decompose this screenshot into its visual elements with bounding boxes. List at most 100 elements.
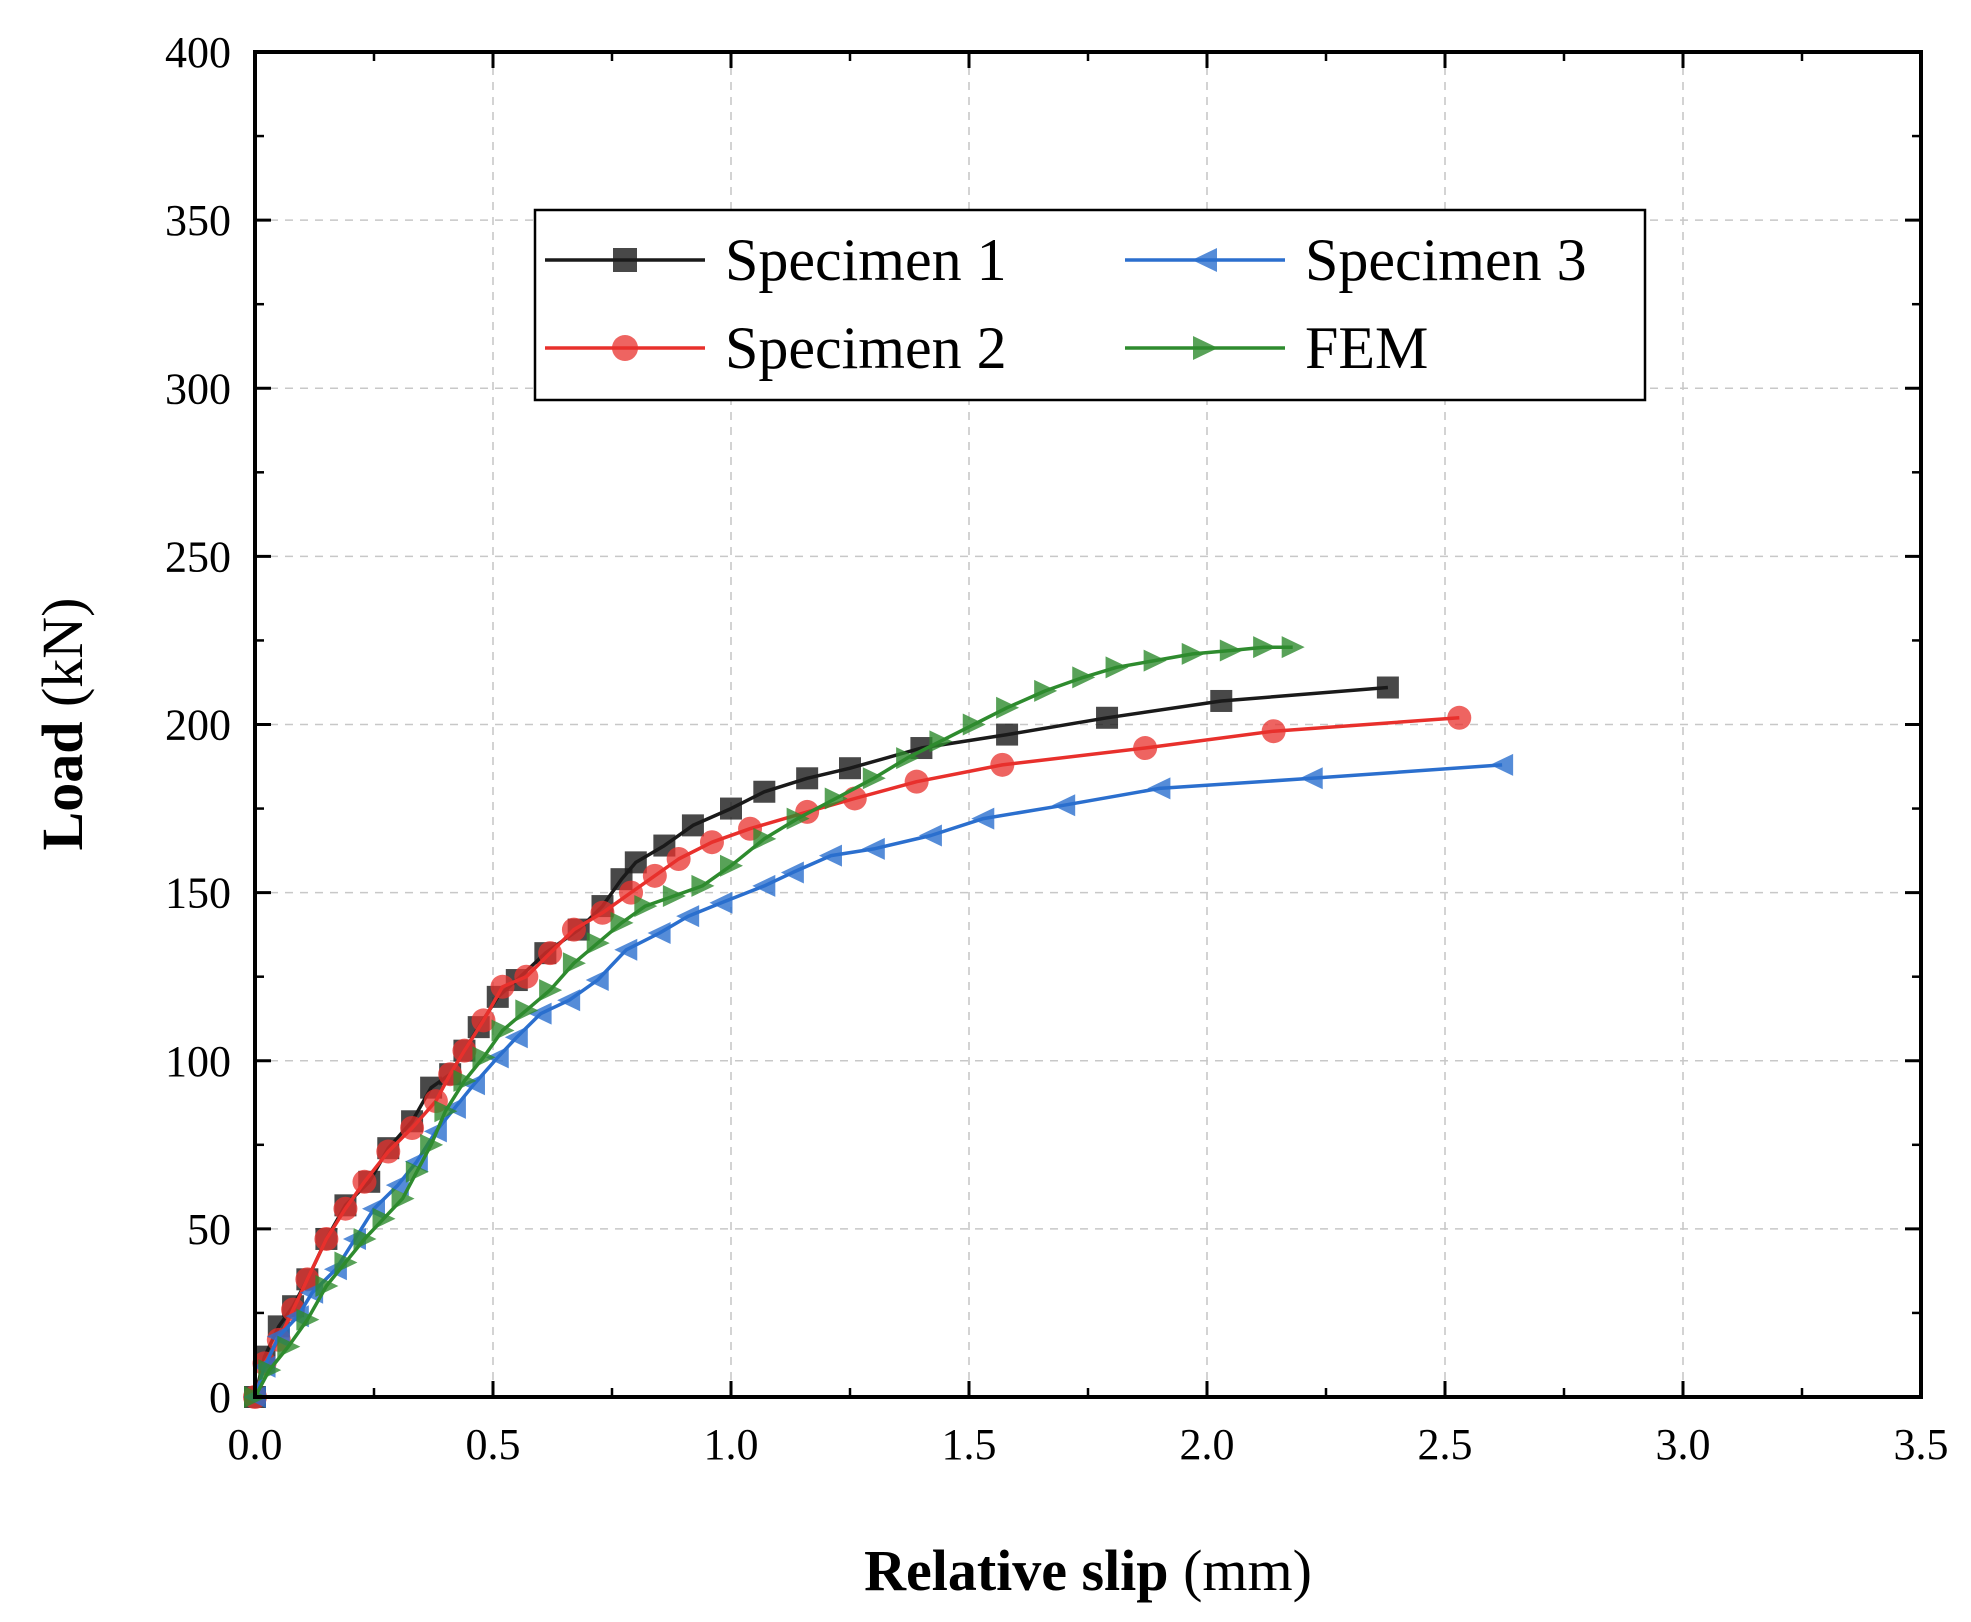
legend-item-fem: FEM	[1125, 315, 1428, 381]
data-marker	[515, 999, 539, 1022]
data-marker	[1281, 636, 1305, 659]
data-marker	[990, 752, 1015, 777]
data-marker	[614, 938, 638, 961]
data-marker	[514, 964, 539, 989]
x-tick-label: 2.5	[1418, 1420, 1473, 1469]
x-tick-label: 3.5	[1894, 1420, 1949, 1469]
data-marker	[453, 1069, 477, 1092]
y-tick-label: 400	[165, 28, 231, 77]
data-marker	[1299, 767, 1323, 790]
data-marker	[1147, 777, 1171, 800]
data-marker	[1376, 676, 1399, 699]
legend-label: Specimen 1	[725, 227, 1007, 293]
data-marker	[786, 807, 810, 830]
x-axis-title-main: Relative slip	[864, 1538, 1168, 1603]
data-marker	[996, 696, 1020, 719]
x-axis-title: Relative slip (mm)	[864, 1538, 1312, 1603]
data-marker	[1261, 719, 1286, 744]
x-tick-label: 0.5	[466, 1420, 521, 1469]
data-marker	[434, 1100, 458, 1123]
legend-item-specimen-2: Specimen 2	[545, 315, 1007, 381]
data-marker	[861, 837, 885, 860]
y-axis-title-main: Load	[30, 722, 95, 851]
data-marker	[996, 723, 1019, 746]
data-marker	[277, 1335, 301, 1358]
data-marker	[929, 730, 953, 753]
data-marker	[372, 1207, 396, 1230]
legend-label: FEM	[1305, 315, 1428, 381]
data-marker	[314, 1226, 339, 1251]
data-marker	[666, 847, 691, 871]
data-marker	[385, 1174, 409, 1197]
data-marker	[400, 1116, 425, 1140]
grid	[255, 52, 1921, 1397]
data-marker	[539, 979, 563, 1002]
data-marker	[720, 797, 742, 820]
data-marker	[1143, 649, 1167, 672]
data-marker	[613, 248, 637, 272]
data-marker	[333, 1196, 358, 1221]
data-marker	[472, 1046, 496, 1069]
data-marker	[420, 1133, 444, 1156]
data-marker	[353, 1227, 377, 1250]
x-axis-title-unit: (mm)	[1169, 1538, 1312, 1603]
data-marker	[824, 787, 848, 810]
data-marker	[504, 1026, 528, 1049]
x-tick-label: 1.0	[704, 1420, 759, 1469]
data-marker	[918, 824, 942, 847]
data-marker	[376, 1139, 401, 1164]
data-marker	[839, 757, 861, 780]
data-marker	[296, 1308, 320, 1331]
data-marker	[590, 900, 615, 925]
legend-box	[533, 208, 1647, 402]
x-tick-label: 3.0	[1656, 1420, 1711, 1469]
data-marker	[1219, 639, 1243, 662]
data-marker	[491, 1019, 515, 1042]
data-marker	[490, 974, 515, 999]
data-marker	[562, 952, 586, 975]
data-marker	[1193, 336, 1218, 360]
data-marker	[1105, 656, 1129, 679]
data-marker	[485, 1046, 509, 1069]
data-marker	[1210, 689, 1233, 712]
data-marker	[461, 1073, 485, 1096]
data-marker	[258, 1359, 282, 1382]
legend-label: Specimen 3	[1305, 227, 1587, 293]
data-marker	[962, 713, 986, 736]
series-fem	[244, 636, 1305, 1408]
data-marker	[896, 747, 920, 770]
y-tick-label: 100	[165, 1037, 231, 1086]
data-marker	[352, 1169, 377, 1194]
data-marker	[720, 854, 743, 877]
data-marker	[585, 969, 609, 992]
data-marker	[709, 891, 733, 914]
data-marker	[404, 1150, 428, 1173]
data-marker	[662, 884, 686, 907]
tick-labels: 0.0 0.5 1.0 1.5 2.0 2.5 3.0 3.5 0 50 100 150 200 250 3…	[165, 28, 1949, 1469]
data-marker	[681, 814, 704, 837]
data-marker	[753, 827, 777, 850]
data-marker	[796, 767, 819, 790]
data-marker	[612, 335, 638, 361]
data-marker	[471, 1008, 496, 1033]
y-tick-label: 350	[165, 196, 231, 245]
data-marker	[1034, 679, 1058, 702]
data-marker	[452, 1038, 477, 1063]
legend-item-specimen-1: Specimen 1	[545, 227, 1007, 293]
data-marker	[753, 780, 776, 803]
data-marker	[391, 1187, 415, 1210]
data-marker	[699, 830, 724, 855]
data-marker	[315, 1275, 339, 1298]
data-marker	[610, 911, 634, 934]
plot-frame	[253, 50, 1923, 1399]
y-axis-title-unit: (kN)	[30, 598, 95, 722]
data-marker	[676, 905, 700, 928]
data-marker	[1072, 666, 1096, 689]
data-marker	[586, 932, 610, 955]
data-marker	[1490, 753, 1514, 776]
legend-label: Specimen 2	[725, 315, 1007, 381]
data-marker	[1192, 248, 1217, 272]
data-marker	[634, 895, 658, 918]
data-marker	[334, 1251, 358, 1274]
